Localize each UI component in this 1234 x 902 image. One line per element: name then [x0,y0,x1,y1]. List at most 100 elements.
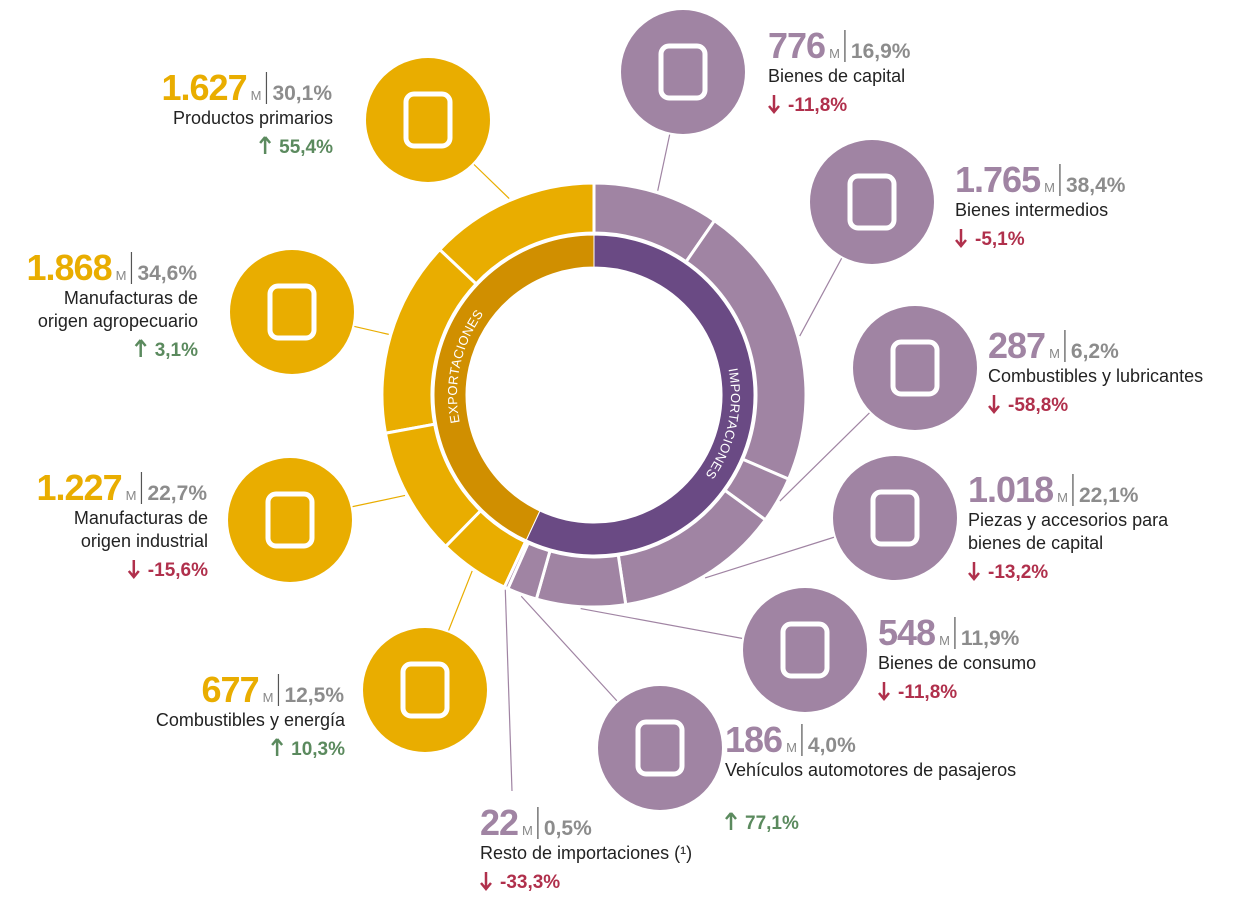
value-label: 1.868 [27,247,112,288]
change-label: -13,2% [988,562,1048,583]
connector [779,412,870,502]
share-label: 30,1% [272,82,332,105]
ring-segment [383,422,483,549]
value-label: 186 [725,719,782,760]
change-label: -11,8% [898,682,957,703]
unit: M [1057,490,1068,505]
value-label: 287 [988,325,1045,366]
inner-ring [525,234,755,556]
icon [635,719,685,777]
icon-bubble [228,458,352,582]
unit: M [1049,346,1060,361]
value-label: 1.018 [968,469,1053,510]
category-label: Bienes de consumo [878,653,1036,673]
category-label: Vehículos automotores de pasajeros [725,760,1016,780]
inner-ring [433,234,595,541]
connector [354,325,389,335]
value-label: 677 [202,669,259,710]
change-label: -5,1% [975,229,1025,250]
share-label: 12,5% [284,684,344,707]
icon-bubble [598,686,722,810]
category-label: Piezas y accesorios para [968,510,1169,530]
icon-bubble [621,10,745,134]
ring-segment [534,549,628,609]
share-label: 38,4% [1066,174,1126,197]
share-label: 34,6% [137,262,197,285]
change-label: -33,3% [500,872,560,893]
unit: M [126,488,137,503]
change-arrow [988,395,1000,414]
icon [890,339,940,397]
unit: M [263,690,274,705]
connector [448,570,473,631]
category-label: Bienes de capital [768,66,905,86]
change-label: 10,3% [291,739,345,760]
icon [400,661,450,719]
change-label: 3,1% [155,340,198,361]
change-label: 55,4% [279,137,333,158]
value-label: 548 [878,612,935,653]
unit: M [939,633,950,648]
category-label: Combustibles y energía [156,710,346,730]
icon-bubble [366,58,490,182]
change-arrow [271,738,284,756]
value-label: 1.227 [37,467,122,508]
ring-segment [502,539,531,591]
connector [352,494,406,508]
category-label: Manufacturas de [64,288,198,308]
change-arrow [955,229,967,248]
category-label: Combustibles y lubricantes [988,366,1203,386]
unit: M [829,46,840,61]
change-arrow [127,560,140,579]
share-label: 22,1% [1079,484,1139,507]
icon-bubble [363,628,487,752]
icon-bubble [810,140,934,264]
icon [847,173,897,231]
icon-bubble [853,306,977,430]
connector [704,536,835,579]
share-label: 22,7% [147,482,207,505]
share-label: 16,9% [851,40,911,63]
connector [473,164,510,199]
category-label: origen agropecuario [38,311,198,331]
ring-segment [443,508,528,590]
value-label: 776 [768,25,825,66]
category-label: Bienes intermedios [955,200,1108,220]
change-label: -58,8% [1008,395,1068,416]
change-label: 77,1% [745,813,799,834]
change-arrow [480,872,492,891]
category-label: Resto de importaciones (¹) [480,843,692,863]
change-arrow [259,136,272,154]
category-label: Productos primarios [173,108,333,128]
share-label: 6,2% [1071,340,1119,363]
connector [799,258,843,337]
change-arrow [968,562,980,581]
share-label: 11,9% [961,627,1020,650]
value-label: 22 [480,802,518,843]
icon [265,491,315,549]
unit: M [116,268,127,283]
icon [267,283,317,341]
category-label: Manufacturas de [74,508,208,528]
unit: M [522,823,533,838]
connector [657,134,671,191]
icon [870,489,920,547]
unit: M [1044,180,1055,195]
share-label: 4,0% [808,734,856,757]
unit: M [251,88,262,103]
icon-bubble [743,588,867,712]
change-arrow [725,812,737,830]
change-arrow [134,339,147,357]
change-arrow [878,682,890,701]
unit: M [786,740,797,755]
connector [580,607,743,639]
category-label: bienes de capital [968,533,1103,553]
value-label: 1.765 [955,159,1041,200]
connector [504,589,513,792]
change-label: -15,6% [148,560,208,581]
icon [780,621,830,679]
change-arrow [768,95,780,114]
ring-segment [380,247,479,435]
change-label: -11,8% [788,95,847,116]
